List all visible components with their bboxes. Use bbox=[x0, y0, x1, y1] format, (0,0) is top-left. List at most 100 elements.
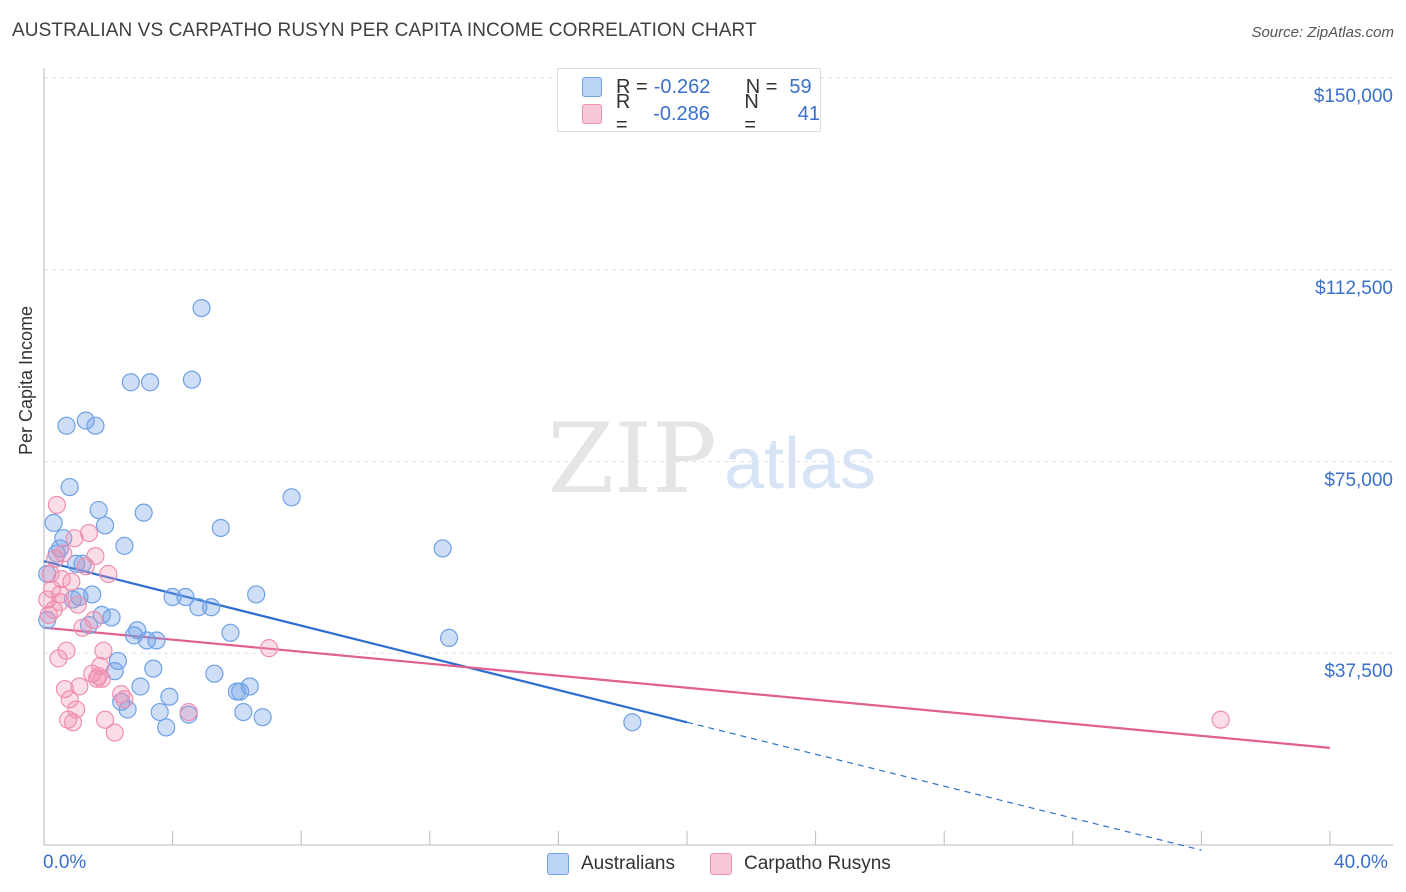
point-australians bbox=[182, 370, 201, 389]
point-carpatho-rusyns bbox=[86, 546, 105, 566]
point-australians bbox=[134, 503, 153, 522]
point-carpatho-rusyns bbox=[50, 585, 70, 604]
y-tick-label: $112,500 bbox=[1315, 277, 1393, 299]
legend-label-carpatho-rusyns: Carpatho Rusyns bbox=[744, 853, 891, 874]
point-australians bbox=[157, 718, 176, 737]
x-tick-label-max: 40.0% bbox=[1334, 852, 1388, 873]
point-carpatho-rusyns bbox=[70, 677, 89, 696]
legend-swatch-carpatho-rusyns bbox=[710, 853, 732, 875]
point-carpatho-rusyns bbox=[99, 564, 118, 584]
y-axis-title: Per Capita Income bbox=[16, 305, 36, 455]
point-australians bbox=[144, 659, 163, 678]
point-australians bbox=[189, 598, 208, 617]
point-australians bbox=[231, 682, 250, 701]
legend-swatch-australians bbox=[547, 853, 569, 875]
point-australians bbox=[115, 536, 134, 555]
point-carpatho-rusyns bbox=[1211, 710, 1230, 729]
point-carpatho-rusyns bbox=[60, 690, 79, 709]
point-carpatho-rusyns bbox=[105, 723, 124, 742]
point-australians bbox=[163, 587, 182, 607]
point-australians bbox=[121, 373, 140, 392]
trend-line-australians bbox=[43, 560, 688, 724]
point-australians bbox=[76, 411, 95, 430]
point-australians bbox=[89, 500, 108, 520]
point-australians bbox=[150, 702, 169, 722]
point-carpatho-rusyns bbox=[67, 700, 86, 719]
legend-n-value: 59 bbox=[789, 75, 812, 98]
point-carpatho-rusyns bbox=[179, 702, 198, 722]
axes bbox=[43, 68, 1393, 846]
point-australians bbox=[202, 598, 221, 617]
point-carpatho-rusyns bbox=[39, 605, 58, 625]
legend-row-australians: R = -0.262 N = 59 bbox=[582, 75, 812, 99]
point-carpatho-rusyns bbox=[259, 639, 279, 658]
legend-swatch-australians bbox=[582, 77, 602, 97]
point-australians bbox=[192, 299, 211, 318]
source-label: Source: ZipAtlas.com bbox=[1251, 24, 1394, 41]
point-australians bbox=[240, 677, 259, 696]
point-australians bbox=[50, 539, 70, 558]
y-tick-label: $150,000 bbox=[1313, 86, 1393, 107]
point-australians bbox=[433, 539, 452, 558]
point-australians bbox=[221, 623, 240, 642]
point-carpatho-rusyns bbox=[47, 495, 66, 515]
point-australians bbox=[205, 664, 224, 683]
legend-r-label: R = bbox=[616, 75, 648, 98]
point-carpatho-rusyns bbox=[95, 710, 115, 729]
point-australians bbox=[147, 631, 166, 650]
y-tick-label: $75,000 bbox=[1324, 469, 1393, 491]
point-carpatho-rusyns bbox=[92, 669, 111, 688]
legend-r-value: -0.286 bbox=[653, 102, 710, 125]
legend-n-label: N = bbox=[745, 75, 778, 98]
watermark-zip: ZIP bbox=[547, 403, 716, 515]
point-carpatho-rusyns bbox=[94, 641, 113, 660]
point-australians bbox=[44, 513, 63, 532]
point-australians bbox=[137, 631, 156, 650]
point-australians bbox=[623, 713, 642, 732]
legend-r-label: R = bbox=[615, 91, 631, 136]
x-tick-label-min: 0.0% bbox=[43, 852, 87, 873]
gridlines bbox=[44, 77, 1393, 654]
point-australians bbox=[60, 477, 79, 497]
legend-n-value: 41 bbox=[797, 102, 820, 125]
y-tick-label: $37,500 bbox=[1324, 661, 1393, 683]
legend-item-australians[interactable]: Australians bbox=[547, 853, 675, 875]
legend-item-carpatho-rusyns[interactable]: Carpatho Rusyns bbox=[710, 853, 891, 875]
point-carpatho-rusyns bbox=[57, 641, 76, 660]
trend-line-extension bbox=[686, 721, 1202, 851]
watermark-atlas: atlas bbox=[724, 424, 876, 504]
point-carpatho-rusyns bbox=[50, 593, 70, 612]
trend-line-carpatho-rusyns bbox=[43, 626, 1331, 749]
point-australians bbox=[282, 488, 301, 507]
legend-row-carpatho-rusyns: R = -0.286 N = 41 bbox=[582, 91, 820, 136]
point-carpatho-rusyns bbox=[84, 610, 103, 630]
point-australians bbox=[160, 687, 179, 706]
stats-legend: R = -0.262 N = 59 R = -0.286 N = 41 bbox=[557, 68, 821, 136]
point-australians bbox=[247, 585, 266, 604]
point-carpatho-rusyns bbox=[112, 685, 131, 704]
point-australians bbox=[140, 373, 160, 392]
point-carpatho-rusyns bbox=[54, 544, 73, 563]
series-legend: Australians Carpatho Rusyns bbox=[0, 851, 1406, 879]
trend-lines bbox=[43, 560, 1331, 851]
point-australians bbox=[57, 416, 76, 435]
legend-n-label: N = bbox=[744, 91, 759, 136]
point-australians bbox=[118, 700, 137, 719]
point-australians bbox=[439, 628, 459, 648]
point-australians bbox=[108, 651, 128, 671]
point-australians bbox=[86, 416, 105, 435]
watermark: ZIP atlas bbox=[547, 403, 876, 515]
point-australians bbox=[102, 608, 121, 627]
point-australians bbox=[253, 708, 272, 727]
point-carpatho-rusyns bbox=[55, 679, 74, 699]
point-carpatho-rusyns bbox=[115, 690, 134, 709]
legend-label-australians: Australians bbox=[581, 853, 675, 874]
point-carpatho-rusyns bbox=[68, 595, 87, 614]
point-australians bbox=[211, 518, 230, 538]
point-australians bbox=[176, 587, 195, 607]
point-carpatho-rusyns bbox=[62, 572, 81, 591]
point-australians bbox=[95, 516, 115, 535]
legend-swatch-carpatho-rusyns bbox=[582, 104, 602, 124]
point-australians bbox=[131, 677, 150, 696]
